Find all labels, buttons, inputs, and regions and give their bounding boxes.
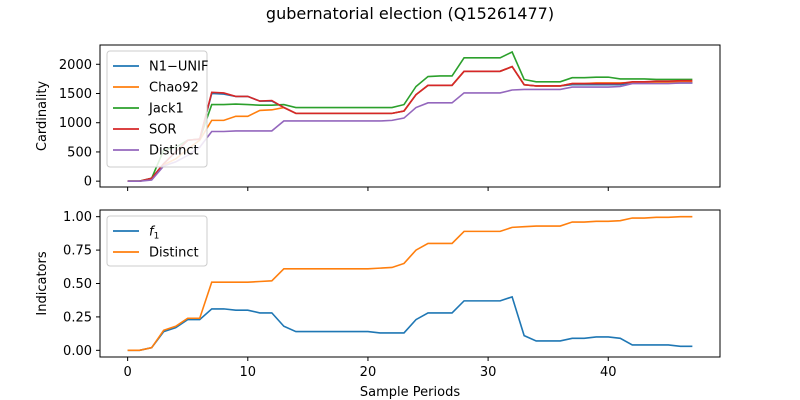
legend-label: Chao92 <box>149 81 199 96</box>
y-tick-label: 0.50 <box>63 277 92 292</box>
y-tick-label: 2000 <box>59 58 92 73</box>
axes-frame <box>99 44 721 188</box>
x-tick-label: 40 <box>600 365 617 380</box>
series-line-1-0 <box>127 295 693 352</box>
x-tick-label: 10 <box>240 365 257 380</box>
legend-label: N1−UNIF <box>149 60 208 75</box>
legend-box <box>106 215 208 267</box>
x-tick-label: 20 <box>360 365 377 380</box>
legend-box <box>106 50 208 168</box>
y-tick-label: 1000 <box>59 116 92 131</box>
legend-label: Distinct <box>149 246 199 261</box>
y-tick-label: 1500 <box>59 87 92 102</box>
series-line-1-1 <box>127 215 693 352</box>
y-axis-label: Indicators <box>35 251 50 315</box>
indicators-panel: 0 10 20 30 40 0.00 0.25 0.50 0.75 1.00 Indicators f… <box>35 209 721 380</box>
series-line-0-4 <box>127 82 693 182</box>
y-tick-label: 0 <box>84 175 92 190</box>
legend-label: SOR <box>149 123 177 138</box>
y-tick-label: 0.25 <box>63 310 92 325</box>
legend-label: Jack1 <box>148 102 184 117</box>
x-tick-label: 0 <box>123 365 131 380</box>
y-tick-label: 0.00 <box>63 344 92 359</box>
legend-label: f1 <box>149 225 159 242</box>
legend-label: Distinct <box>149 144 199 159</box>
y-tick-label: 0.75 <box>63 244 92 259</box>
x-tick-label: 30 <box>480 365 497 380</box>
series-line-0-3 <box>127 65 693 182</box>
y-tick-label: 1.00 <box>63 210 92 225</box>
y-tick-label: 500 <box>67 145 92 160</box>
series-line-0-2 <box>127 50 693 182</box>
figure-title: gubernatorial election (Q15261477) <box>266 4 554 23</box>
y-axis-label: Cardinality <box>35 81 50 152</box>
cardinality-panel: 0 500 1000 1500 2000 Cardinality N1−UNIF Chao92… <box>35 44 721 191</box>
x-axis-label: Sample Periods <box>360 385 460 400</box>
